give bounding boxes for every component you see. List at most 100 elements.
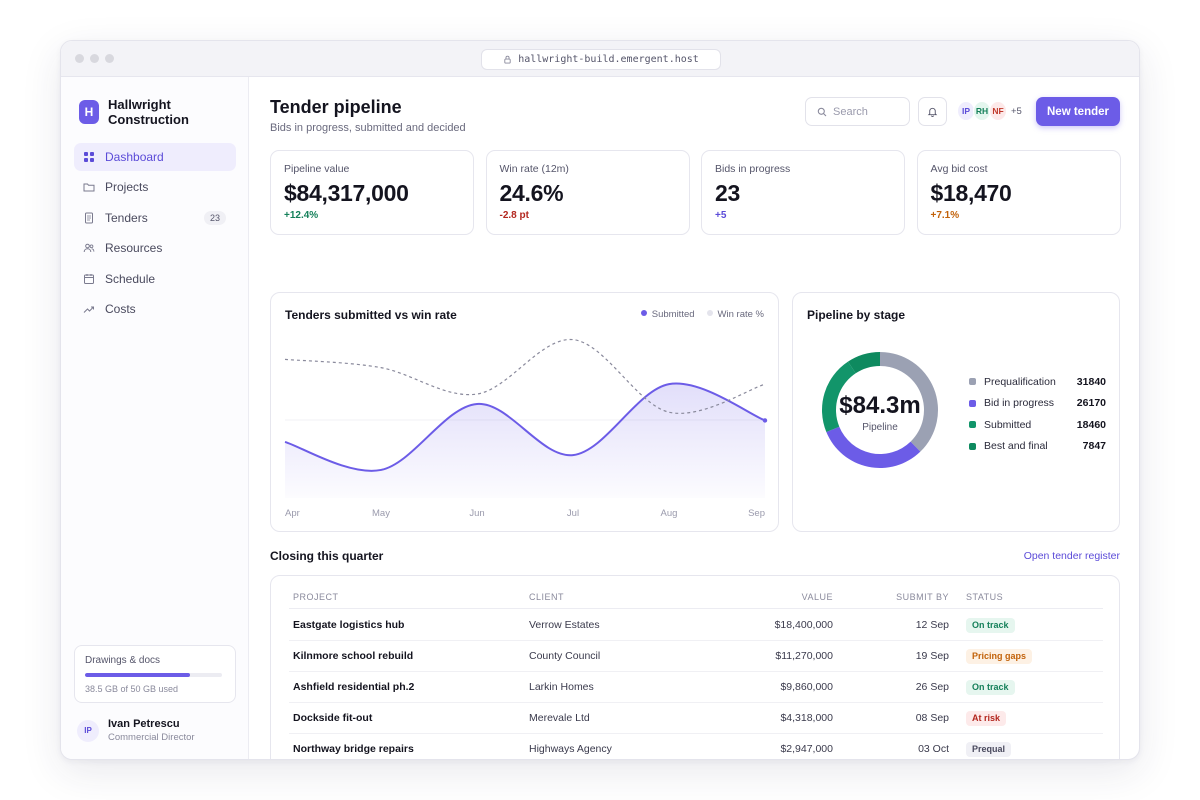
table-row[interactable]: Dockside fit-out Merevale Ltd $4,318,000 08… (289, 703, 1103, 734)
legend-value: 18460 (1076, 418, 1106, 431)
legend-item-submitted[interactable]: Submitted (640, 309, 695, 320)
table-row[interactable]: Northway bridge repairs Highways Agency $2… (289, 734, 1103, 759)
cell-status: On track (966, 672, 1015, 703)
legend-value: 31840 (1076, 375, 1106, 388)
window-close-dot[interactable] (75, 54, 84, 63)
donut-slice-bid-in-progress[interactable] (826, 426, 921, 468)
window-minimize-dot[interactable] (90, 54, 99, 63)
column-header-client[interactable]: CLIENT (529, 592, 565, 602)
legend-item-bid-in-progress[interactable]: Bid in progress 26170 (969, 393, 1106, 415)
kpi-label: Bids in progress (715, 163, 791, 175)
cell-project: Eastgate logistics hub (293, 619, 405, 631)
column-header-submit-by[interactable]: SUBMIT BY (896, 592, 949, 602)
legend-label: Prequalification (984, 375, 1056, 388)
cell-submit-by: 19 Sep (915, 650, 949, 662)
cell-client: Verrow Estates (529, 619, 600, 631)
x-tick-label: May (372, 508, 390, 519)
sidebar: H Hallwright Construction Dashboard Proj… (61, 77, 249, 759)
cell-status: On track (966, 610, 1015, 641)
kpi-label: Win rate (12m) (499, 163, 569, 175)
sidebar-item-label: Schedule (105, 271, 156, 286)
legend-swatch (969, 442, 976, 450)
table-row[interactable]: Eastgate logistics hub Verrow Estates $18,… (289, 610, 1103, 641)
cell-client: Highways Agency (529, 743, 612, 755)
trend-icon (83, 306, 94, 313)
new-tender-button[interactable]: New tender (1036, 97, 1120, 126)
storage-title: Drawings & docs (85, 655, 161, 666)
legend-label: Best and final (984, 440, 1048, 453)
url-bar[interactable]: hallwright-build.emergent.host (481, 49, 721, 70)
sidebar-item-projects[interactable]: Projects (74, 173, 236, 201)
kpi-value: 24.6% (499, 180, 564, 206)
donut-chart-card: Pipeline by stage $84.3m Pipeline Prequa… (792, 292, 1120, 532)
brand[interactable]: H Hallwright Construction (79, 97, 198, 127)
legend-value: 26170 (1076, 397, 1106, 410)
line-chart-card: Tenders submitted vs win rate Submitted … (270, 292, 779, 532)
kpi-delta: +5 (715, 210, 727, 221)
kpi-card-avg-bid-cost: Avg bid cost $18,470 +7.1% (916, 150, 1121, 235)
status-badge: Prequal (966, 742, 1012, 757)
line-chart: Apr May Jun Jul Aug Sep (284, 338, 768, 519)
x-tick-label: Sep (748, 508, 765, 519)
sidebar-item-tenders[interactable]: Tenders 23 (74, 204, 236, 232)
column-header-status[interactable]: STATUS (966, 592, 1004, 602)
donut-slice-submitted[interactable] (822, 361, 856, 433)
table-row[interactable]: Ashfield residential ph.2 Larkin Homes $9,… (289, 672, 1103, 703)
table-row[interactable]: Kilnmore school rebuild County Council $11… (289, 641, 1103, 672)
search-placeholder: Search (833, 105, 868, 118)
main-content: Tender pipeline Bids in progress, submit… (249, 77, 1139, 759)
tenders-count-badge: 23 (203, 210, 226, 225)
cell-submit-by: 26 Sep (915, 681, 949, 693)
window-maximize-dot[interactable] (105, 54, 114, 63)
legend-item-best-and-final[interactable]: Best and final 7847 (969, 436, 1106, 458)
kpi-card-bids-in-progress: Bids in progress 23 +5 (701, 150, 905, 235)
column-header-project[interactable]: PROJECT (293, 592, 339, 602)
legend-label: Submitted (984, 418, 1032, 431)
storage-card: Drawings & docs 38.5 GB of 50 GB used (74, 645, 236, 703)
sidebar-item-costs[interactable]: Costs (74, 295, 236, 323)
cell-value: $11,270,000 (775, 650, 833, 662)
section-title: Closing this quarter (270, 549, 384, 563)
x-tick-label: Jul (567, 508, 579, 519)
folder-icon (83, 183, 95, 192)
donut-chart: $84.3m Pipeline (822, 352, 938, 468)
donut-slice-best-and-final[interactable] (847, 352, 880, 374)
legend-swatch (969, 399, 976, 407)
legend-item-submitted[interactable]: Submitted 18460 (969, 414, 1106, 436)
donut-legend: Prequalification 31840 Bid in progress 2… (969, 371, 1106, 457)
cell-value: $9,860,000 (780, 681, 833, 693)
status-badge: At risk (966, 711, 1007, 726)
user-profile[interactable]: IP Ivan Petrescu Commercial Director (77, 718, 195, 743)
kpi-delta: +7.1% (930, 210, 960, 221)
search-input[interactable]: Search (805, 97, 910, 126)
open-tender-register-link[interactable]: Open tender register (1023, 550, 1120, 562)
user-role: Commercial Director (108, 732, 195, 743)
sidebar-item-dashboard[interactable]: Dashboard (74, 143, 236, 171)
more-collaborators-count: +5 (1011, 105, 1022, 117)
sidebar-item-resources[interactable]: Resources (74, 234, 236, 262)
browser-titlebar: hallwright-build.emergent.host (61, 41, 1139, 77)
sidebar-item-label: Dashboard (105, 150, 164, 164)
win-rate-line (284, 338, 766, 414)
tenders-table: PROJECT CLIENT VALUE SUBMIT BY STATUS Ea… (270, 575, 1120, 759)
x-tick-label: Aug (661, 508, 678, 519)
storage-used-label: 38.5 GB of 50 GB used (85, 684, 179, 694)
avatar: IP (77, 719, 99, 742)
kpi-card-win-rate: Win rate (12m) 24.6% -2.8 pt (485, 150, 690, 235)
notifications-button[interactable] (918, 97, 947, 126)
column-header-value[interactable]: VALUE (801, 592, 833, 602)
legend-item-win-rate[interactable]: Win rate % (706, 309, 764, 320)
cell-project: Ashfield residential ph.2 (293, 681, 415, 693)
grid-icon (84, 152, 94, 162)
line-chart-legend: Submitted Win rate % (640, 309, 764, 320)
browser-window: hallwright-build.emergent.host H Hallwri… (60, 40, 1140, 760)
legend-item-prequalification[interactable]: Prequalification 31840 (969, 371, 1106, 393)
kpi-value: $18,470 (930, 180, 1012, 206)
collaborator-avatars[interactable]: IP RH NF +5 (957, 101, 1022, 121)
cell-submit-by: 03 Oct (918, 743, 949, 755)
sidebar-item-schedule[interactable]: Schedule (74, 265, 236, 293)
cell-submit-by: 12 Sep (915, 619, 949, 631)
status-badge: On track (966, 618, 1015, 633)
cell-project: Kilnmore school rebuild (293, 650, 414, 662)
donut-slice-prequalification[interactable] (880, 352, 938, 452)
